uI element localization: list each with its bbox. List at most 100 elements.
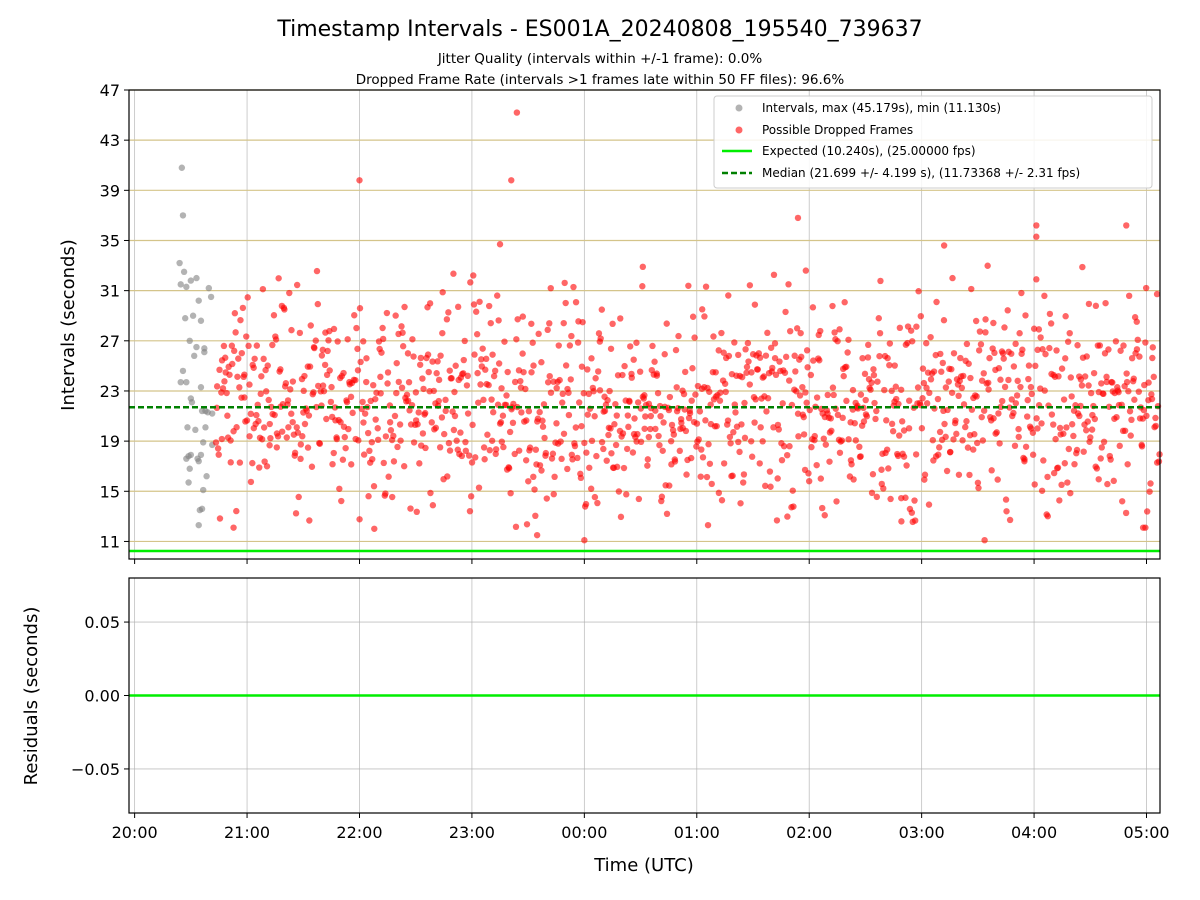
dropped-frame-point bbox=[935, 444, 943, 451]
dropped-frame-point bbox=[444, 473, 451, 480]
dropped-frame-point bbox=[870, 371, 878, 379]
dropped-frame-point bbox=[1123, 370, 1130, 377]
dropped-frame-point bbox=[296, 329, 304, 337]
dropped-frame-point bbox=[333, 435, 340, 443]
dropped-frame-point bbox=[611, 421, 618, 428]
dropped-frame-point bbox=[511, 378, 519, 386]
dropped-frame-point bbox=[1015, 433, 1022, 441]
dropped-frame-point bbox=[1126, 408, 1134, 415]
dropped-frame-point bbox=[658, 493, 666, 500]
interval-point bbox=[178, 164, 186, 171]
dropped-frame-point bbox=[297, 441, 305, 448]
dropped-frame-point bbox=[452, 362, 459, 369]
dropped-frame-point bbox=[1102, 299, 1109, 307]
dropped-frame-point bbox=[1110, 477, 1117, 485]
dropped-frame-point bbox=[1120, 342, 1127, 349]
dropped-frame-point bbox=[372, 416, 379, 423]
dropped-frame-point bbox=[1155, 458, 1163, 465]
dropped-frame-point bbox=[451, 388, 458, 396]
dropped-frame-point bbox=[641, 392, 648, 399]
top-y-tick-label: 15 bbox=[100, 482, 120, 501]
dropped-frame-point bbox=[305, 412, 313, 419]
dropped-frame-point bbox=[553, 384, 560, 392]
dropped-frame-point bbox=[762, 482, 769, 490]
dropped-frame-point bbox=[585, 390, 593, 398]
dropped-frame-point bbox=[779, 400, 786, 407]
dropped-frame-point bbox=[1046, 344, 1053, 352]
dropped-frame-point bbox=[567, 376, 574, 383]
dropped-frame-point bbox=[1085, 382, 1092, 389]
dropped-frame-point bbox=[1054, 464, 1062, 471]
dropped-frame-point bbox=[257, 390, 264, 398]
dropped-frame-point bbox=[404, 397, 412, 405]
dropped-frame-point bbox=[263, 463, 271, 470]
dropped-frame-point bbox=[1024, 396, 1031, 404]
dropped-frame-point bbox=[394, 443, 401, 451]
dropped-frame-point bbox=[874, 378, 881, 385]
dropped-frame-point bbox=[429, 502, 437, 509]
dropped-frame-point bbox=[1133, 346, 1141, 353]
top-y-tick-label: 35 bbox=[100, 231, 120, 250]
dropped-frame-point bbox=[244, 294, 251, 301]
dropped-frame-point bbox=[378, 349, 385, 356]
dropped-frame-point bbox=[738, 373, 746, 381]
dropped-frame-point bbox=[786, 327, 794, 335]
dropped-frame-point bbox=[630, 356, 637, 363]
dropped-frame-point bbox=[425, 368, 432, 376]
dropped-frame-point bbox=[570, 283, 577, 291]
dropped-frame-point bbox=[693, 443, 700, 450]
dropped-frame-point bbox=[731, 339, 738, 346]
dropped-frame-point bbox=[349, 409, 356, 417]
dropped-frame-point bbox=[1033, 415, 1040, 422]
dropped-frame-point bbox=[634, 430, 641, 438]
dropped-frame-point bbox=[1046, 310, 1054, 318]
dropped-frame-point bbox=[268, 403, 275, 411]
dropped-frame-point bbox=[420, 385, 427, 393]
dropped-frame-point bbox=[960, 401, 968, 408]
dropped-frame-point bbox=[1096, 342, 1104, 349]
dropped-frame-point bbox=[451, 412, 459, 420]
dropped-frame-point bbox=[582, 500, 590, 508]
dropped-frame-point bbox=[802, 389, 809, 396]
dropped-frame-point bbox=[1060, 430, 1067, 437]
interval-point bbox=[207, 293, 215, 301]
dropped-frame-point bbox=[935, 451, 942, 458]
dropped-frame-point bbox=[531, 486, 538, 493]
dropped-frame-point bbox=[407, 505, 414, 512]
dropped-frame-point bbox=[741, 399, 748, 407]
dropped-frame-point bbox=[925, 501, 933, 508]
dropped-frame-point bbox=[908, 509, 916, 516]
dropped-frame-point bbox=[1006, 404, 1013, 411]
dropped-frame-point bbox=[1138, 443, 1146, 450]
dropped-frame-point bbox=[542, 449, 550, 457]
dropped-frame-point bbox=[300, 387, 307, 395]
dropped-frame-point bbox=[357, 358, 364, 366]
dropped-frame-point bbox=[982, 329, 989, 336]
dropped-frame-point bbox=[515, 447, 523, 454]
dropped-frame-point bbox=[560, 319, 567, 327]
dropped-frame-point bbox=[472, 454, 479, 461]
dropped-frame-point bbox=[488, 396, 495, 403]
dropped-frame-point bbox=[942, 433, 949, 441]
dropped-frame-point bbox=[213, 383, 221, 390]
dropped-frame-point bbox=[568, 332, 575, 340]
dropped-frame-point bbox=[713, 422, 720, 430]
dropped-frame-point bbox=[775, 426, 782, 433]
dropped-frame-point bbox=[417, 354, 425, 362]
dropped-frame-point bbox=[526, 444, 534, 451]
interval-point bbox=[179, 367, 187, 375]
dropped-frame-point bbox=[369, 455, 376, 463]
dropped-frame-point bbox=[886, 361, 893, 369]
dropped-frame-point bbox=[1143, 508, 1151, 515]
dropped-frame-point bbox=[597, 335, 604, 342]
dropped-frame-point bbox=[718, 497, 726, 504]
dropped-frame-point bbox=[726, 433, 734, 441]
dropped-frame-point bbox=[1001, 383, 1009, 391]
dropped-frame-point bbox=[342, 444, 349, 452]
dropped-frame-point bbox=[565, 389, 572, 396]
dropped-frame-point bbox=[249, 459, 256, 467]
dropped-frame-point bbox=[1093, 465, 1101, 472]
dropped-frame-point bbox=[789, 487, 796, 494]
dropped-frame-point bbox=[312, 337, 319, 344]
dropped-frame-point bbox=[517, 377, 524, 385]
